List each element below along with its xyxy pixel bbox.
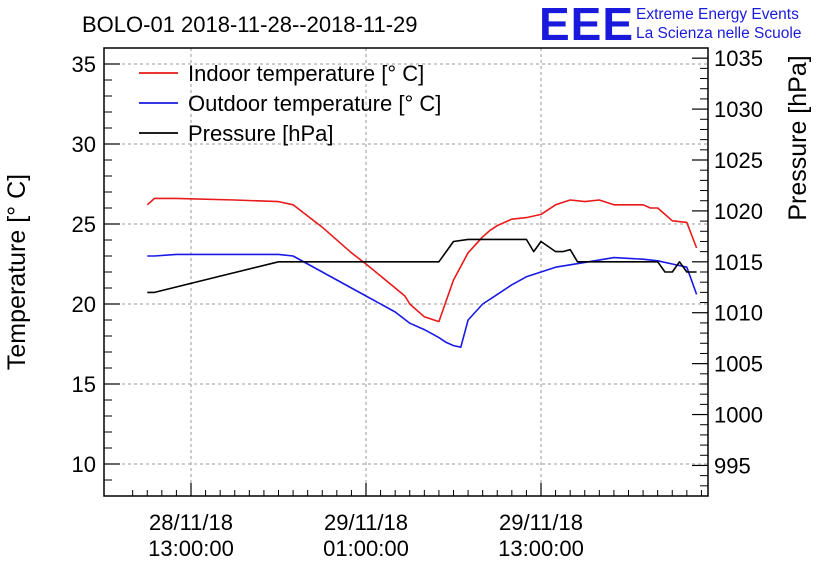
x-tick-label-date: 29/11/18: [499, 510, 583, 535]
x-axis-tick-labels: 28/11/1813:00:0029/11/1801:00:0029/11/18…: [148, 510, 584, 561]
y2-tick-label: 1035: [714, 46, 763, 71]
legend-label-0: Indoor temperature [° C]: [188, 61, 424, 86]
y-tick-label: 30: [72, 132, 96, 157]
y2-axis-tick-labels: 995 1000 1005 1010 1015 1020 1025 1030 1035: [714, 46, 763, 478]
legend: Indoor temperature [° C] Outdoor temperat…: [139, 61, 441, 146]
y-tick-label: 15: [72, 372, 96, 397]
y-tick-label: 25: [72, 212, 96, 237]
y2-tick-label: 1010: [714, 301, 763, 326]
series-line-0: [146, 197, 698, 323]
x-tick-label-time: 01:00:00: [323, 536, 409, 561]
series-lines: [146, 197, 698, 349]
eee-logo: EEE Extreme Energy Events La Scienza nel…: [539, 0, 801, 50]
y-axis-tick-labels: 10 15 20 25 30 35: [72, 52, 96, 477]
x-tick-label-time: 13:00:00: [148, 536, 234, 561]
y2-tick-label: 1030: [714, 97, 763, 122]
y2-tick-label: 1000: [714, 403, 763, 428]
eee-logo-line1: Extreme Energy Events: [636, 6, 799, 23]
axis-ticks: [104, 47, 708, 497]
y-tick-label: 20: [72, 292, 96, 317]
series-line-1: [147, 253, 698, 349]
y2-tick-label: 1005: [714, 352, 763, 377]
eee-logo-line2: La Scienza nelle Scuole: [636, 25, 801, 42]
chart-title: BOLO-01 2018-11-28--2018-11-29: [82, 12, 418, 37]
legend-label-1: Outdoor temperature [° C]: [188, 91, 441, 116]
y-axis-label: Temperature [° C]: [3, 174, 31, 370]
eee-logo-letters: EEE: [539, 0, 634, 50]
y2-tick-label: 1025: [714, 148, 763, 173]
x-tick-label-time: 13:00:00: [498, 536, 584, 561]
y-tick-label: 10: [72, 452, 96, 477]
x-tick-label-date: 29/11/18: [324, 510, 408, 535]
y2-tick-label: 1015: [714, 250, 763, 275]
y2-tick-label: 1020: [714, 199, 763, 224]
x-tick-label-date: 28/11/18: [149, 510, 233, 535]
y2-axis-label: Pressure [hPa]: [784, 55, 812, 220]
legend-label-2: Pressure [hPa]: [188, 121, 334, 146]
y2-tick-label: 995: [714, 453, 751, 478]
y-tick-label: 35: [72, 52, 96, 77]
series-line-2: [147, 238, 697, 294]
